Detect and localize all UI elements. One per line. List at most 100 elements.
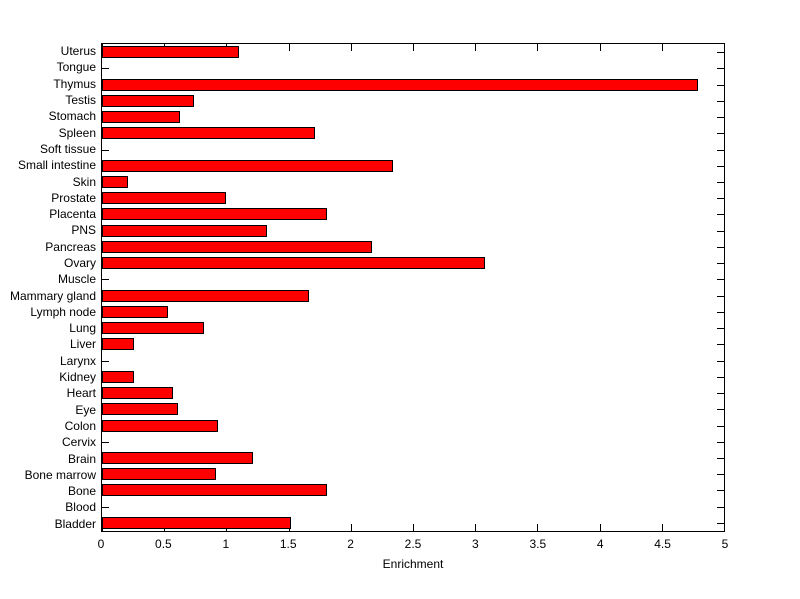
x-tick [537, 524, 539, 531]
x-tick [537, 44, 539, 51]
y-axis-label-pns: PNS [71, 223, 96, 238]
bar-row-kidney [102, 369, 724, 385]
y-axis-label-larynx: Larynx [59, 353, 96, 368]
y-axis-label-small-intestine: Small intestine [17, 158, 96, 173]
y-axis-label-lung: Lung [69, 321, 96, 336]
y-axis-label-bone-marrow: Bone marrow [24, 467, 96, 482]
y-axis-label-thymus: Thymus [53, 76, 96, 91]
bar-row-bone-marrow [102, 466, 724, 482]
bar-row-pancreas [102, 239, 724, 255]
y-axis-label-bladder: Bladder [54, 516, 96, 531]
bar-row-pns [102, 223, 724, 239]
y-tick-right [717, 457, 724, 459]
x-axis-tick-label: 4 [596, 537, 604, 551]
y-tick-right [717, 263, 724, 265]
x-tick [724, 44, 725, 51]
bar-row-heart [102, 385, 724, 401]
y-axis-label-testis: Testis [65, 93, 96, 108]
bar-uterus [102, 46, 239, 59]
y-tick-right [717, 441, 724, 443]
y-axis-label-colon: Colon [64, 418, 96, 433]
y-tick-right [717, 279, 724, 281]
bar-row-bone [102, 482, 724, 498]
bar-heart [102, 387, 173, 400]
x-tick [724, 524, 725, 531]
y-axis-label-bone: Bone [67, 484, 96, 499]
y-axis-label-ovary: Ovary [63, 256, 96, 270]
y-tick-right [717, 295, 724, 297]
y-tick-right [717, 376, 724, 378]
y-tick-left [102, 506, 109, 508]
x-tick [288, 44, 290, 51]
y-axis-label-prostate: Prostate [51, 190, 96, 205]
bar-row-placenta [102, 206, 724, 222]
bar-row-ovary [102, 255, 724, 271]
x-axis-tick-label: 0 [97, 537, 105, 551]
bar-spleen [102, 127, 315, 140]
y-tick-right [717, 133, 724, 135]
x-axis-tick-label: 1 [222, 537, 230, 551]
bars-container [102, 44, 724, 531]
bar-lung [102, 322, 204, 335]
y-axis-label-liver: Liver [69, 337, 96, 352]
y-axis-label-soft-tissue: Soft tissue [39, 141, 96, 156]
bar-row-brain [102, 450, 724, 466]
y-tick-right [717, 149, 724, 151]
y-tick-right [717, 522, 724, 524]
bar-prostate [102, 192, 227, 205]
x-tick [661, 44, 663, 51]
y-axis-label-cervix: Cervix [61, 435, 96, 450]
x-tick [599, 524, 601, 531]
bar-row-liver [102, 336, 724, 352]
bar-pns [102, 224, 268, 237]
y-axis-label-skin: Skin [72, 174, 96, 189]
y-tick-right [717, 360, 724, 362]
bar-row-muscle [102, 271, 724, 287]
x-tick [599, 44, 601, 51]
y-axis-label-stomach: Stomach [48, 109, 96, 124]
y-axis-label-lymph-node: Lymph node [30, 304, 96, 319]
bar-row-spleen [102, 125, 724, 141]
bar-row-colon [102, 417, 724, 433]
bar-row-eye [102, 401, 724, 417]
y-axis-label-kidney: Kidney [59, 370, 96, 385]
bar-row-uterus [102, 44, 724, 60]
bar-liver [102, 338, 135, 351]
x-axis-tick-label: 1.5 [279, 537, 297, 551]
x-axis-tick-label: 5 [721, 537, 729, 551]
bar-kidney [102, 370, 135, 383]
bar-brain [102, 451, 253, 464]
x-axis-label: Enrichment [382, 557, 444, 571]
bar-row-skin [102, 174, 724, 190]
y-axis-label-pancreas: Pancreas [45, 239, 96, 254]
bar-row-tongue [102, 60, 724, 76]
x-tick [350, 44, 352, 51]
y-tick-right [717, 68, 724, 70]
bar-row-prostate [102, 190, 724, 206]
bar-row-lymph-node [102, 304, 724, 320]
y-tick-right [717, 474, 724, 476]
x-tick [475, 44, 477, 51]
x-axis-tick-label: 2.5 [404, 537, 422, 551]
y-tick-right [717, 425, 724, 427]
bar-row-stomach [102, 109, 724, 125]
y-tick-right [717, 84, 724, 86]
y-tick-right [717, 214, 724, 216]
x-tick [413, 524, 414, 531]
bar-testis [102, 94, 195, 107]
x-axis-tick-label: 3 [472, 537, 479, 551]
y-axis-label-muscle: Muscle [57, 272, 96, 287]
bar-row-larynx [102, 352, 724, 368]
y-axis-label-brain: Brain [67, 451, 96, 466]
bar-pancreas [102, 240, 372, 253]
y-axis-label-heart: Heart [66, 386, 96, 401]
bar-row-small-intestine [102, 158, 724, 174]
bar-eye [102, 403, 178, 416]
y-tick-right [717, 198, 724, 200]
y-tick-right [717, 246, 724, 248]
x-axis-tick-labels: 0 0.5 1 1.5 2 2.5 3 3.5 4 4.5 5 [97, 537, 729, 552]
y-axis-label-spleen: Spleen [58, 125, 96, 140]
bar-bladder [102, 516, 292, 529]
x-tick [475, 524, 477, 531]
